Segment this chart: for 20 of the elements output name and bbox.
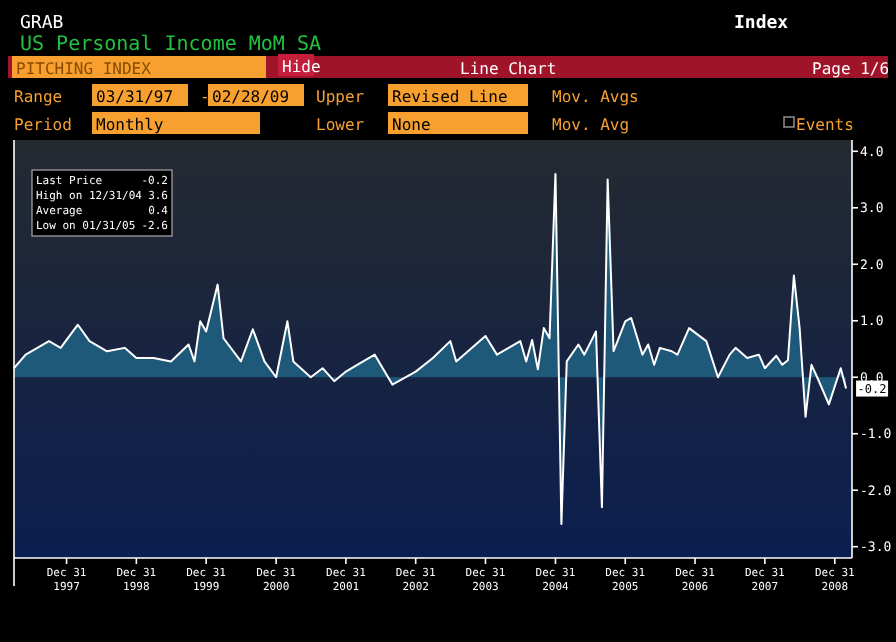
text: Period xyxy=(14,116,73,134)
text: Lower xyxy=(316,116,365,134)
chart-title: US Personal Income MoM SA xyxy=(20,34,322,56)
text: Hide xyxy=(282,58,321,76)
text: Line Chart xyxy=(460,60,557,78)
text: 03/31/97 xyxy=(96,88,174,106)
text: GRAB xyxy=(20,14,64,34)
text: Mov. Avg xyxy=(552,116,630,134)
text: Mov. Avgs xyxy=(552,88,640,106)
text: Page 1/6 xyxy=(812,60,890,78)
text: Revised Line xyxy=(392,88,508,106)
text: Range xyxy=(14,88,63,106)
text: Monthly xyxy=(96,116,164,134)
text: 02/28/09 xyxy=(212,88,290,106)
text: None xyxy=(392,116,431,134)
text: Upper xyxy=(316,88,365,106)
text: Events xyxy=(796,116,855,134)
text: Index xyxy=(734,14,790,34)
text: PITCHING INDEX xyxy=(16,60,152,78)
text: - xyxy=(200,88,210,106)
